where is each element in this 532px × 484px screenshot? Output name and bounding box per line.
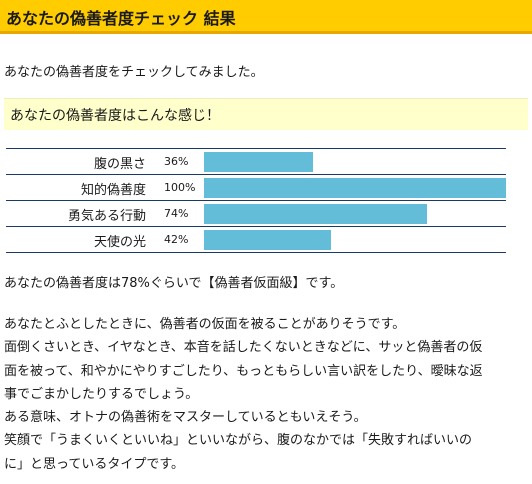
summary-text: あなたの偽善者度は78%ぐらいで【偽善者仮面級】です。 (4, 276, 344, 291)
description-line: 事でごまかしたりするでしょう。 (4, 386, 199, 402)
description-line: ある意味、オトナの偽善術をマスターしているともいえそう。 (4, 410, 367, 426)
description-line: 面倒くさいとき、イヤなとき、本音を話したくないときなどに、サッと偽善者の仮 (4, 340, 483, 356)
bar (204, 204, 427, 224)
chart-row: 腹の黒さ 36% (6, 148, 506, 174)
bar-track (204, 152, 506, 172)
result-subheading: あなたの偽善者度はこんな感じ！ (10, 108, 220, 124)
bar-track (204, 178, 506, 198)
intro-text: あなたの偽善者度をチェックしてみました。 (4, 65, 264, 80)
value-label: 100% (164, 181, 196, 194)
chart-row: 天使の光 42% (6, 226, 506, 252)
description-line: 面を被って、和やかにやりすごしたり、もっともらしい言い訳をしたり、曖昧な返 (4, 363, 483, 379)
chart-bottom-rule (6, 252, 506, 253)
value-label: 74% (164, 207, 189, 220)
category-label: 勇気ある行動 (67, 209, 146, 224)
value-label: 42% (164, 233, 189, 246)
category-label: 知的偽善度 (80, 183, 146, 198)
bar (204, 178, 506, 198)
bar (204, 152, 313, 172)
value-label: 36% (164, 155, 189, 168)
result-subheading-box: あなたの偽善者度はこんな感じ！ (4, 98, 528, 130)
bar (204, 230, 331, 250)
bar-track (204, 204, 506, 224)
chart-row: 知的偽善度 100% (6, 174, 506, 200)
result-header: あなたの偽善者度チェック 結果 (0, 0, 532, 34)
category-label: 天使の光 (93, 235, 146, 250)
chart-row: 勇気ある行動 74% (6, 200, 506, 226)
description-line: 笑顔で「うまくいくといいね」といいながら、腹のなかでは「失敗すればいいの (4, 433, 473, 449)
description-line: あなたとふとしたときに、偽善者の仮面を被ることがありそうです。 (4, 317, 406, 332)
result-description: あなたとふとしたときに、偽善者の仮面を被ることがありそうです。 面倒くさいとき、… (4, 313, 530, 476)
description-line: に」と思っているタイプです。 (4, 456, 185, 472)
page-title: あなたの偽善者度チェック 結果 (6, 9, 236, 28)
bar-track (204, 230, 506, 250)
category-label: 腹の黒さ (93, 157, 146, 172)
result-bar-chart: 腹の黒さ 36% 知的偽善度 100% 勇気ある行動 74% 天使の光 42% (6, 148, 506, 253)
